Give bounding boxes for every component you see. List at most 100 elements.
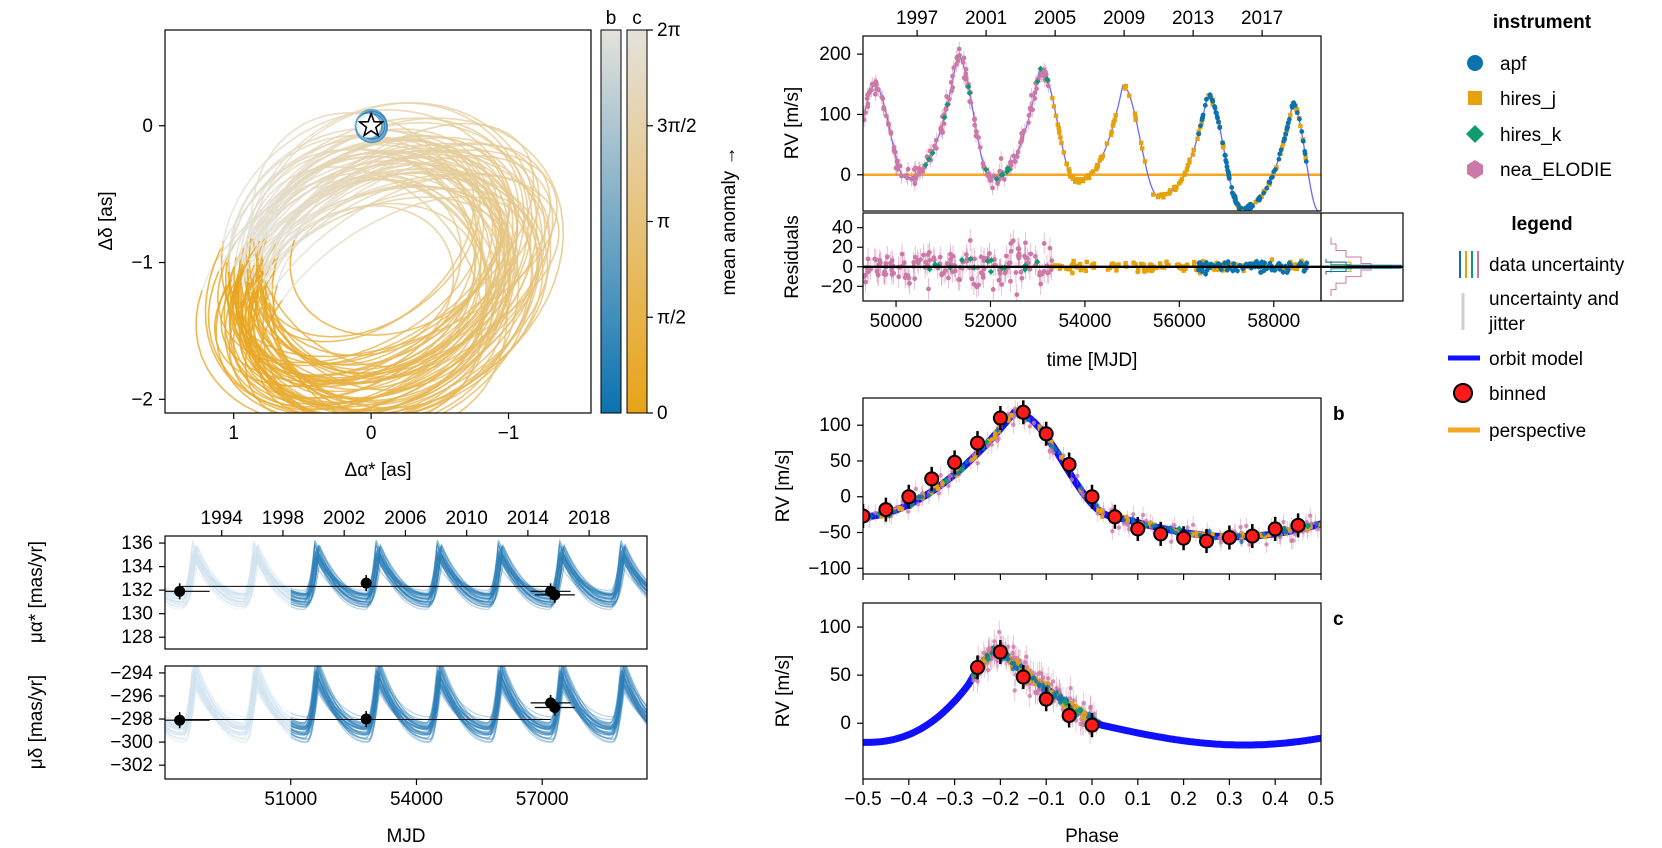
orbit-c-segment [205, 279, 211, 295]
orbit-c-segment [456, 362, 467, 373]
rv-point-nea_elodie [956, 46, 962, 52]
orbit-c-segment [362, 349, 380, 355]
orbit-c-segment [257, 219, 266, 232]
orbit-c-segment [222, 226, 228, 242]
orbit-c-segment [415, 333, 429, 342]
orbit-c-segment [416, 153, 431, 156]
orbit-c-segment [346, 397, 359, 402]
orbit-c-segment [447, 120, 462, 126]
orbit-c-segment [477, 257, 481, 268]
orbit-c-segment [441, 407, 452, 413]
orbit-c-segment [248, 268, 256, 283]
orbit-c-segment [339, 112, 355, 121]
orbit-c-segment [382, 336, 396, 345]
orbit-c-segment [453, 354, 467, 366]
orbit-c-segment [495, 257, 500, 272]
orbit-c-segment [556, 193, 562, 209]
orbit-c-segment [360, 359, 372, 364]
orbit-c-segment [475, 379, 488, 392]
orbit-c-segment [355, 173, 372, 182]
orbit-c-segment [425, 402, 442, 410]
orbit-c-segment [461, 205, 469, 217]
orbit-c-segment [329, 167, 345, 177]
orbit-c-segment [477, 221, 482, 233]
orbit-c-segment [528, 236, 532, 247]
orbit-c-segment [276, 316, 285, 324]
orbit-c-segment [303, 205, 317, 218]
orbit-c-segment [249, 307, 255, 321]
orbit-c-segment [446, 160, 457, 165]
orbit-c-segment [251, 370, 260, 377]
orbit-c-segment [487, 196, 493, 208]
orbit-c-segment [404, 367, 420, 375]
orbit-c-segment [497, 310, 508, 324]
rv-point-nea_elodie [1034, 86, 1039, 92]
orbit-c-segment [522, 305, 530, 320]
orbit-c-segment [438, 134, 450, 141]
orbit-c-segment [307, 419, 323, 420]
orbit-c-segment [281, 395, 295, 405]
orbit-c-segment [381, 351, 392, 358]
orbit-c-segment [443, 163, 458, 167]
orbit-c-segment [462, 337, 472, 350]
orbit-c-segment [264, 230, 275, 242]
orbit-c-segment [239, 197, 248, 211]
orbit-c-segment [297, 221, 304, 232]
orbit-c-segment [295, 185, 309, 196]
orbit-c-segment [444, 157, 457, 161]
astrometry-orbit-ensemble [195, 101, 564, 422]
orbit-c-segment [404, 394, 417, 400]
orbit-c-segment [488, 182, 502, 193]
orbit-c-segment [465, 174, 480, 181]
orbit-c-segment [358, 187, 377, 196]
orbit-c-segment [495, 326, 508, 341]
rv-point-nea_elodie [1028, 92, 1034, 98]
orbit-c-segment [392, 353, 405, 360]
orbit-c-segment [342, 210, 359, 222]
orbit-c-segment [534, 239, 538, 253]
orbit-c-segment [263, 154, 272, 166]
orbit-c-segment [489, 291, 499, 306]
orbit-c-segment [393, 109, 409, 113]
orbit-c-segment [377, 375, 392, 384]
orbit-c-segment [496, 145, 509, 150]
orbit-c-segment [428, 103, 444, 108]
orbit-c-segment [330, 178, 347, 188]
orbit-c-segment [427, 405, 439, 413]
orbit-c-segment [409, 137, 421, 141]
rv-point-hires-j [1076, 180, 1082, 185]
orbit-c-segment [437, 399, 448, 408]
orbit-c-segment [314, 168, 333, 179]
orbit-c-segment [312, 365, 325, 374]
orbit-c-segment [273, 332, 281, 341]
orbit-c-segment [275, 387, 286, 398]
orbit-c-segment [451, 179, 461, 186]
orbit-c-segment [274, 248, 283, 258]
rv-point-hires-j [1086, 175, 1092, 181]
orbit-c-segment [408, 417, 420, 422]
orbit-c-segment [298, 171, 313, 182]
orbit-c-segment [419, 149, 436, 152]
orbit-c-segment [245, 172, 256, 187]
orbit-c-segment [327, 323, 337, 330]
orbit-c-segment [228, 373, 239, 384]
orbit-c-segment [390, 366, 406, 377]
orbit-c-segment [248, 245, 258, 258]
orbit-c-segment [429, 288, 440, 299]
rv-point-nea_elodie [886, 122, 891, 128]
orbit-c-segment [416, 396, 432, 405]
orbit-c-segment [340, 171, 356, 181]
orbit-c-segment [391, 403, 410, 411]
orbit-c-segment [320, 190, 331, 198]
orbit-c-segment [394, 362, 407, 367]
orbit-c-segment [257, 327, 262, 337]
rv-point-hires-j [1178, 179, 1183, 184]
orbit-c-segment [502, 242, 506, 256]
rv-point-hires-j [1056, 125, 1061, 131]
orbit-c-segment [286, 145, 299, 158]
orbit-c-segment [261, 385, 273, 393]
orbit-c-segment [322, 245, 336, 257]
orbit-c-segment [227, 258, 231, 272]
orbit-c-segment [371, 364, 384, 368]
orbit-c-segment [263, 337, 274, 348]
